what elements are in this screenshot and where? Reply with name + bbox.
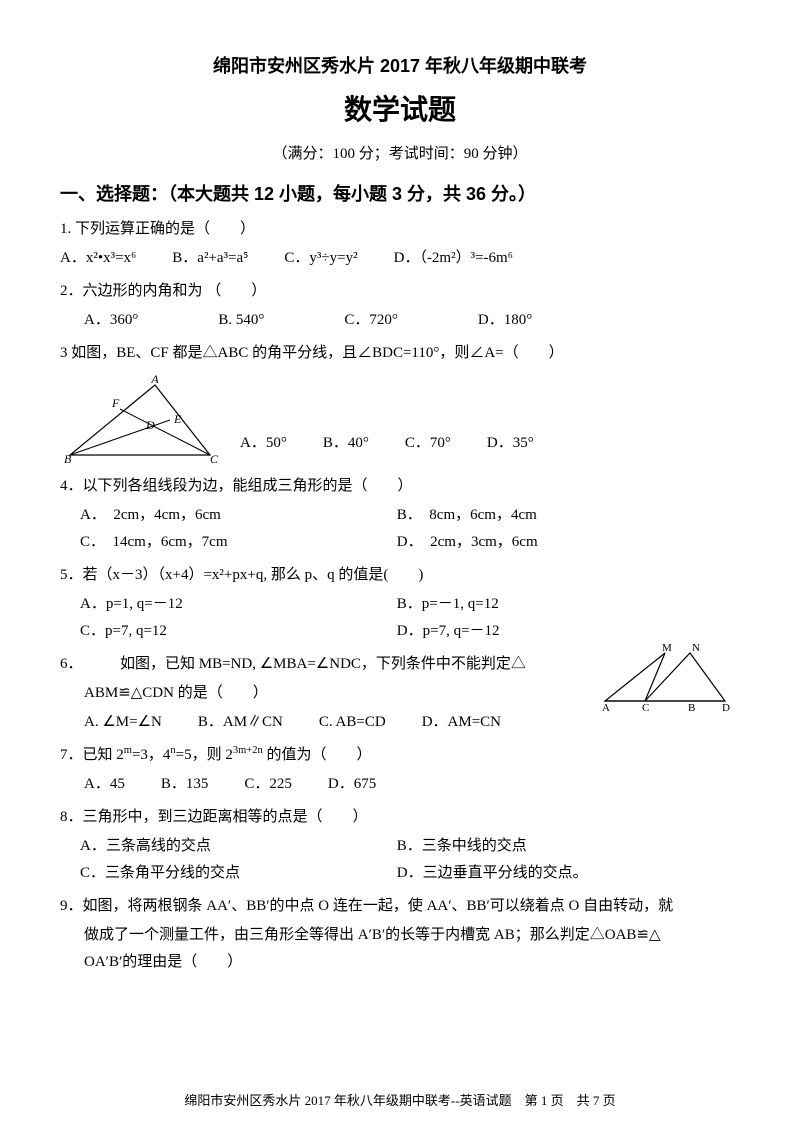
q6-B: B．AM∥CN [198, 709, 283, 736]
svg-text:A: A [602, 702, 610, 711]
q6-options: A. ∠M=∠N B．AM∥CN C. AB=CD D．AM=CN [84, 709, 740, 736]
q5-stem: 5．若（x－3）（x+4）=x²+px+q, 那么 p、q 的值是( ) [60, 562, 740, 589]
q3-A: A．50° [240, 430, 287, 457]
header-line3: （满分：100 分；考试时间：90 分钟） [60, 141, 740, 168]
q3-C: C．70° [405, 430, 451, 457]
q3-stem: 3 如图，BE、CF 都是△ABC 的角平分线，且∠BDC=110°，则∠A=（… [60, 340, 740, 367]
q7-stem: 7．已知 2m=3，4n=5，则 23m+2n 的值为（ ） [60, 742, 740, 769]
svg-text:D: D [722, 702, 730, 711]
q3-options: A．50° B．40° C．70° D．35° [240, 430, 570, 457]
svg-text:A: A [150, 375, 159, 386]
q4-C: C． 14cm，6cm，7cm [80, 529, 397, 556]
q4-options: A． 2cm，4cm，6cm B． 8cm，6cm，4cm C． 14cm，6c… [80, 502, 740, 556]
q2-C: C．720° [344, 307, 398, 334]
q7-options: A．45 B．135 C．225 D．675 [84, 771, 740, 798]
q2-A: A．360° [84, 307, 138, 334]
footer: 绵阳市安州区秀水片 2017 年秋八年级期中联考--英语试题 第 1 页 共 7… [0, 1089, 800, 1112]
q3-figure: A B C F E D [60, 375, 220, 465]
q6-A: A. ∠M=∠N [84, 709, 162, 736]
q6-C: C. AB=CD [319, 709, 386, 736]
q5-A: A．p=1, q=－12 [80, 591, 397, 618]
q3-D: D．35° [487, 430, 534, 457]
svg-text:N: N [692, 642, 700, 654]
q7-exp: 3m+2n [233, 745, 263, 756]
q7-B: B．135 [161, 771, 209, 798]
q1-A: A．x²•x³=x⁶ [60, 245, 136, 272]
q8-stem: 8．三角形中，到三边距离相等的点是（ ） [60, 804, 740, 831]
q1-C: C．y³÷y=y² [284, 245, 357, 272]
q4-stem: 4．以下列各组线段为边，能组成三角形的是（ ） [60, 473, 740, 500]
header-line2: 数学试题 [60, 86, 740, 136]
svg-text:C: C [642, 702, 649, 711]
q2-options: A．360° B. 540° C．720° D．180° [84, 307, 740, 334]
q7-D: D．675 [328, 771, 376, 798]
q6-wrap: A C B D M N 6． 如图，已知 MB=ND, ∠MBA=∠NDC，下列… [60, 651, 740, 736]
q9-line1: 9．如图，将两根钢条 AA′、BB′的中点 O 连在一起，使 AA′、BB′可以… [60, 893, 740, 920]
q7-pre: 7．已知 2 [60, 747, 124, 763]
q1-B: B．a²+a³=a⁵ [172, 245, 248, 272]
q2-D: D．180° [478, 307, 532, 334]
q8-C: C．三条角平分线的交点 [80, 860, 397, 887]
q9-line3: OA′B′的理由是（ ） [84, 949, 740, 976]
q4-B: B． 8cm，6cm，4cm [397, 502, 714, 529]
q3-B: B．40° [323, 430, 369, 457]
q8-A: A．三条高线的交点 [80, 833, 397, 860]
q7-A: A．45 [84, 771, 125, 798]
q7-post: 的值为（ ） [263, 747, 372, 763]
q5-C: C．p=7, q=12 [80, 618, 397, 645]
q1-D: D．（-2m²）³=-6m⁶ [394, 245, 513, 272]
q7-mid2: =5，则 2 [176, 747, 233, 763]
svg-text:C: C [210, 452, 219, 465]
svg-text:E: E [173, 412, 182, 426]
q1-options: A．x²•x³=x⁶ B．a²+a³=a⁵ C．y³÷y=y² D．（-2m²）… [60, 245, 740, 272]
q8-options: A．三条高线的交点 B．三条中线的交点 C．三条角平分线的交点 D．三边垂直平分… [80, 833, 740, 887]
svg-text:D: D [145, 418, 155, 432]
q8-B: B．三条中线的交点 [397, 833, 714, 860]
q1-stem: 1. 下列运算正确的是（ ） [60, 216, 740, 243]
q7-m: m [124, 745, 132, 756]
q5-B: B．p=－1, q=12 [397, 591, 714, 618]
q8-D: D．三边垂直平分线的交点。 [397, 860, 714, 887]
q7-C: C．225 [244, 771, 292, 798]
q5-options: A．p=1, q=－12 B．p=－1, q=12 C．p=7, q=12 D．… [80, 591, 740, 645]
section-title: 一、选择题：（本大题共 12 小题，每小题 3 分，共 36 分。） [60, 178, 740, 210]
q9-line2: 做成了一个测量工件，由三角形全等得出 A′B′的长等于内槽宽 AB；那么判定△O… [84, 922, 740, 949]
q7-mid1: =3，4 [132, 747, 170, 763]
q4-D: D． 2cm，3cm，6cm [397, 529, 714, 556]
q6-D: D．AM=CN [422, 709, 501, 736]
q2-stem: 2．六边形的内角和为 （ ） [60, 278, 740, 305]
svg-text:M: M [662, 642, 672, 654]
svg-text:F: F [111, 396, 120, 410]
q3-figure-row: A B C F E D A．50° B．40° C．70° D．35° [60, 375, 740, 465]
svg-text:B: B [688, 702, 695, 711]
q6-figure: A C B D M N [600, 641, 730, 711]
q4-A: A． 2cm，4cm，6cm [80, 502, 397, 529]
svg-text:B: B [64, 452, 72, 465]
header-line1: 绵阳市安州区秀水片 2017 年秋八年级期中联考 [60, 50, 740, 82]
q2-B: B. 540° [218, 307, 264, 334]
